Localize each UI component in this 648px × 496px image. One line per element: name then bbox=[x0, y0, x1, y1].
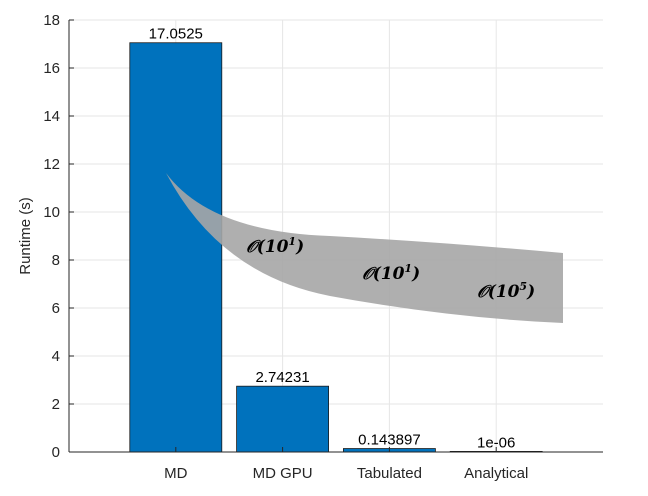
axes bbox=[68, 19, 603, 453]
annotation-label-1: 𝒪(101) bbox=[246, 235, 304, 257]
y-tick-label: 12 bbox=[43, 156, 60, 173]
speedup-band-shape bbox=[166, 173, 563, 323]
x-tick-label: Tabulated bbox=[357, 465, 422, 482]
y-tick-label: 16 bbox=[43, 60, 60, 77]
y-tick-label: 6 bbox=[52, 300, 60, 317]
bar-md-gpu bbox=[236, 385, 330, 453]
y-tick-label: 8 bbox=[52, 252, 60, 269]
x-tick-label: MD bbox=[164, 465, 187, 482]
y-tick-label: 2 bbox=[52, 396, 60, 413]
bar-md bbox=[129, 42, 223, 453]
y-tick-label: 0 bbox=[52, 444, 60, 461]
x-tick-label: Analytical bbox=[464, 465, 528, 482]
data-label: 1e-06 bbox=[477, 434, 515, 451]
x-tick-label: MD GPU bbox=[253, 465, 313, 482]
y-axis-title: Runtime (s) bbox=[17, 197, 34, 275]
annotation-label-3: 𝒪(105) bbox=[477, 280, 535, 302]
y-tick-labels: 0 2 4 6 8 10 12 14 16 18 bbox=[43, 12, 60, 461]
annotation-band: 𝒪(101) 𝒪(101) 𝒪(105) bbox=[166, 173, 563, 323]
y-tick-label: 18 bbox=[43, 12, 60, 29]
data-label: 2.74231 bbox=[255, 369, 309, 386]
y-tick-label: 14 bbox=[43, 108, 60, 125]
data-labels: 17.0525 2.74231 0.143897 1e-06 bbox=[149, 26, 516, 452]
x-tick-labels: MD MD GPU Tabulated Analytical bbox=[164, 465, 528, 482]
annotation-label-2: 𝒪(101) bbox=[362, 262, 420, 284]
data-label: 0.143897 bbox=[358, 432, 421, 449]
y-tick-label: 4 bbox=[52, 348, 60, 365]
data-label: 17.0525 bbox=[149, 26, 203, 43]
y-tick-label: 10 bbox=[43, 204, 60, 221]
